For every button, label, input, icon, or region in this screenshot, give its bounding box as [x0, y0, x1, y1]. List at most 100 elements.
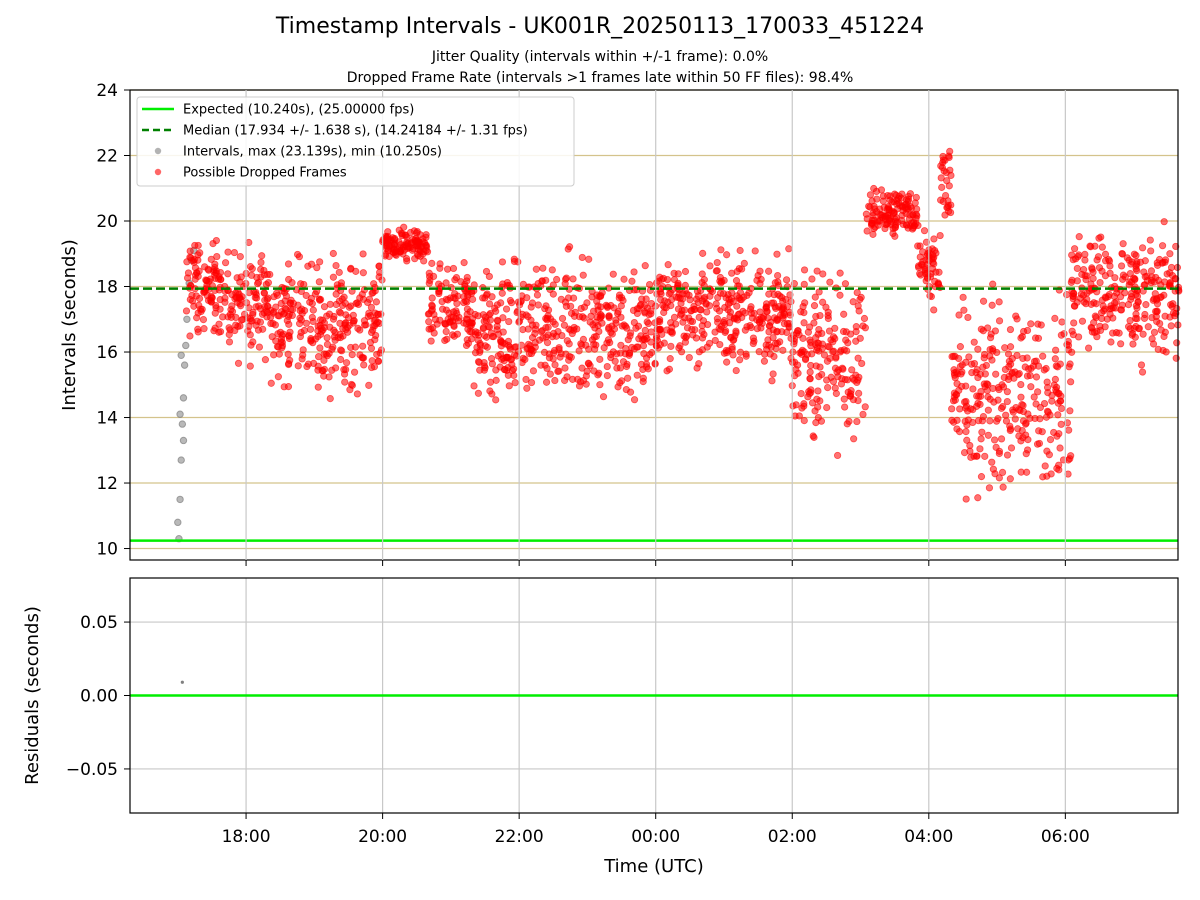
dropped-frame-point — [633, 309, 641, 318]
dropped-frame-point — [1027, 383, 1035, 391]
dropped-frame-point — [267, 319, 275, 328]
dropped-frame-point — [819, 270, 827, 278]
dropped-frame-point — [967, 453, 975, 461]
dropped-frame-point — [579, 271, 587, 279]
dropped-frame-point — [307, 335, 315, 343]
interval-point — [177, 456, 185, 464]
dropped-frame-point — [1111, 274, 1119, 282]
dropped-frame-point — [213, 252, 221, 261]
dropped-frame-point — [935, 268, 943, 276]
dropped-frame-point — [359, 354, 367, 362]
dropped-frame-point — [471, 310, 479, 319]
dropped-frame-point — [700, 330, 708, 339]
dropped-frame-point — [962, 397, 970, 406]
dropped-frame-point — [785, 245, 793, 253]
dropped-frame-point — [977, 387, 985, 396]
dropped-frame-point — [886, 214, 894, 222]
dropped-frame-point — [973, 392, 981, 400]
dropped-frame-point — [831, 324, 839, 332]
dropped-frame-point — [846, 392, 855, 400]
dropped-frame-point — [948, 353, 956, 361]
interval-point — [178, 420, 187, 428]
dropped-frame-point — [481, 342, 489, 350]
dropped-frame-point — [730, 314, 738, 322]
dropped-frame-point — [255, 302, 263, 310]
dropped-frame-point — [760, 357, 769, 365]
dropped-frame-point — [920, 227, 929, 235]
dropped-frame-point — [1031, 334, 1040, 342]
dropped-frame-point — [791, 358, 799, 366]
dropped-frame-point — [773, 250, 781, 258]
dropped-frame-point — [1040, 399, 1049, 408]
dropped-frame-point — [577, 340, 585, 348]
dropped-frame-point — [578, 253, 586, 262]
residual-point — [180, 680, 184, 684]
dropped-frame-point — [986, 417, 994, 425]
dropped-frame-point — [492, 396, 500, 404]
dropped-frame-point — [814, 387, 822, 395]
dropped-frame-point — [856, 295, 864, 304]
dropped-frame-point — [927, 292, 935, 301]
dropped-frame-point — [860, 314, 869, 323]
dropped-frame-point — [1159, 346, 1167, 355]
dropped-frame-point — [1054, 411, 1062, 419]
dropped-frame-point — [656, 341, 664, 349]
dropped-frame-point — [337, 346, 345, 354]
dropped-frame-point — [429, 272, 438, 280]
y-tick-label: 0.05 — [80, 613, 118, 633]
x-tick-label: 20:00 — [358, 827, 407, 847]
dropped-frame-point — [1019, 401, 1027, 410]
y-axis-label-top: Intervals (seconds) — [59, 239, 80, 411]
dropped-frame-point — [641, 326, 649, 334]
dropped-frame-point — [1088, 324, 1096, 332]
dropped-frame-point — [960, 306, 968, 314]
dropped-frame-point — [1118, 249, 1126, 258]
dropped-frame-point — [1087, 243, 1095, 251]
dropped-frame-point — [1039, 352, 1047, 360]
dropped-frame-point — [1127, 293, 1136, 301]
dropped-frame-point — [1098, 243, 1106, 251]
dropped-frame-point — [665, 365, 674, 373]
dropped-frame-point — [284, 350, 292, 358]
dropped-frame-point — [314, 366, 322, 374]
y-tick-label: 10 — [96, 540, 118, 560]
dropped-frame-point — [917, 260, 925, 268]
dropped-frame-point — [810, 319, 818, 327]
dropped-frame-point — [314, 322, 322, 330]
dropped-frame-point — [995, 449, 1003, 458]
dropped-frame-point — [854, 354, 862, 362]
dropped-frame-point — [186, 332, 194, 340]
dropped-frame-point — [1027, 320, 1035, 328]
dropped-frame-point — [714, 293, 722, 302]
dropped-frame-point — [789, 348, 797, 356]
dropped-frame-point — [806, 336, 814, 344]
dropped-frame-point — [500, 357, 508, 365]
dropped-frame-point — [1039, 473, 1047, 481]
dropped-frame-point — [955, 311, 963, 319]
dropped-frame-point — [1101, 250, 1110, 258]
dropped-frame-point — [953, 416, 961, 424]
dropped-frame-point — [921, 265, 929, 274]
dropped-frame-point — [630, 396, 639, 404]
dropped-frame-point — [196, 249, 204, 257]
dropped-frame-point — [211, 309, 219, 317]
dropped-frame-point — [1058, 318, 1066, 326]
dropped-frame-point — [375, 262, 383, 270]
dropped-frame-point — [732, 366, 740, 375]
dropped-frame-point — [806, 374, 814, 383]
dropped-frame-point — [1081, 250, 1089, 258]
dropped-frame-point — [989, 465, 997, 473]
dropped-frame-point — [904, 224, 912, 232]
dropped-frame-point — [531, 339, 539, 347]
dropped-frame-point — [403, 257, 411, 265]
dropped-frame-point — [630, 318, 638, 327]
dropped-frame-point — [883, 205, 891, 213]
dropped-frame-point — [452, 274, 461, 282]
dropped-frame-point — [962, 428, 970, 436]
legend-label: Median (17.934 +/- 1.638 s), (14.24184 +… — [183, 124, 528, 139]
dropped-frame-point — [667, 342, 675, 350]
dropped-frame-point — [317, 330, 325, 338]
dropped-frame-point — [273, 289, 281, 297]
dropped-frame-point — [268, 333, 276, 341]
dropped-frame-point — [330, 333, 339, 341]
